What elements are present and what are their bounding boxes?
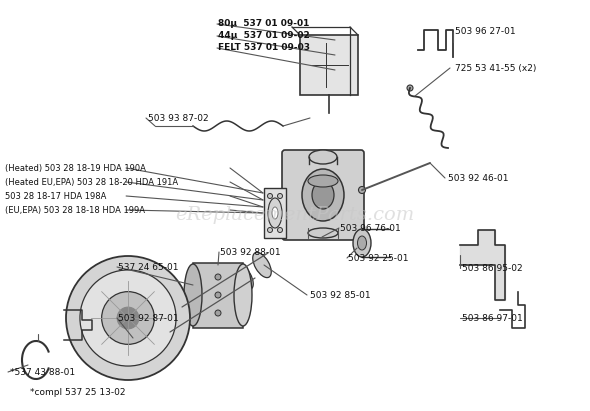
Bar bbox=[264, 188, 286, 238]
Ellipse shape bbox=[215, 292, 221, 298]
Bar bbox=[193, 263, 243, 328]
FancyBboxPatch shape bbox=[282, 150, 364, 240]
Text: 503 96 27-01: 503 96 27-01 bbox=[455, 28, 516, 37]
Ellipse shape bbox=[312, 181, 334, 209]
Ellipse shape bbox=[184, 264, 202, 326]
Ellipse shape bbox=[181, 300, 199, 326]
Ellipse shape bbox=[235, 264, 253, 290]
Text: 503 93 87-02: 503 93 87-02 bbox=[148, 113, 209, 122]
Text: 503 92 88-01: 503 92 88-01 bbox=[220, 247, 281, 256]
Ellipse shape bbox=[358, 236, 366, 250]
Ellipse shape bbox=[308, 175, 338, 187]
Text: 503 92 87-01: 503 92 87-01 bbox=[118, 314, 179, 323]
Ellipse shape bbox=[267, 194, 273, 199]
Text: 44μ  537 01 09-02: 44μ 537 01 09-02 bbox=[218, 32, 310, 41]
Ellipse shape bbox=[407, 85, 413, 91]
Text: 503 92 25-01: 503 92 25-01 bbox=[348, 254, 408, 263]
Ellipse shape bbox=[253, 252, 271, 277]
Text: (Heated) 503 28 18-19 HDA 190A: (Heated) 503 28 18-19 HDA 190A bbox=[5, 164, 146, 173]
Text: 503 96 76-01: 503 96 76-01 bbox=[340, 224, 401, 233]
Text: FELT 537 01 09-03: FELT 537 01 09-03 bbox=[218, 44, 310, 53]
Text: eReplacementParts.com: eReplacementParts.com bbox=[175, 206, 415, 224]
Ellipse shape bbox=[199, 289, 217, 314]
Text: 503 92 46-01: 503 92 46-01 bbox=[448, 173, 509, 182]
Ellipse shape bbox=[302, 169, 344, 221]
Polygon shape bbox=[460, 230, 505, 300]
Ellipse shape bbox=[215, 274, 221, 280]
Bar bbox=[300, 35, 358, 95]
Ellipse shape bbox=[277, 228, 283, 233]
Ellipse shape bbox=[80, 270, 176, 366]
Text: 503 86 95-02: 503 86 95-02 bbox=[462, 263, 523, 272]
Text: 503 86 97-01: 503 86 97-01 bbox=[462, 314, 523, 323]
Text: 537 24 65-01: 537 24 65-01 bbox=[118, 263, 179, 272]
Ellipse shape bbox=[309, 150, 337, 164]
Text: (EU,EPA) 503 28 18-18 HDA 199A: (EU,EPA) 503 28 18-18 HDA 199A bbox=[5, 206, 145, 215]
Ellipse shape bbox=[268, 198, 282, 228]
Ellipse shape bbox=[217, 276, 235, 302]
Ellipse shape bbox=[234, 264, 252, 326]
Text: 503 28 18-17 HDA 198A: 503 28 18-17 HDA 198A bbox=[5, 192, 106, 201]
Text: 80μ  537 01 09-01: 80μ 537 01 09-01 bbox=[218, 19, 309, 28]
Text: *compl 537 25 13-02: *compl 537 25 13-02 bbox=[30, 388, 126, 397]
Ellipse shape bbox=[308, 228, 338, 238]
Ellipse shape bbox=[277, 194, 283, 199]
Ellipse shape bbox=[215, 310, 221, 316]
Ellipse shape bbox=[101, 292, 155, 344]
Text: 503 92 85-01: 503 92 85-01 bbox=[310, 291, 371, 300]
Ellipse shape bbox=[359, 187, 365, 194]
Ellipse shape bbox=[353, 229, 371, 257]
Ellipse shape bbox=[267, 228, 273, 233]
Ellipse shape bbox=[117, 307, 139, 329]
Ellipse shape bbox=[272, 207, 278, 219]
Text: 725 53 41-55 (x2): 725 53 41-55 (x2) bbox=[455, 64, 536, 72]
Ellipse shape bbox=[66, 256, 190, 380]
Text: (Heated EU,EPA) 503 28 18-20 HDA 191A: (Heated EU,EPA) 503 28 18-20 HDA 191A bbox=[5, 178, 178, 187]
Text: *537 43 88-01: *537 43 88-01 bbox=[10, 367, 75, 376]
